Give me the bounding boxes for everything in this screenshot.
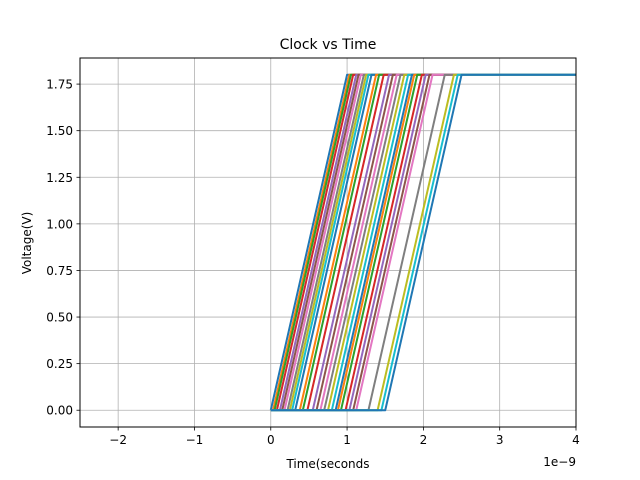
x-tick-label: 2	[420, 433, 428, 447]
y-tick-label: 0.75	[46, 264, 73, 278]
y-axis-ticks: 0.00 0.25 0.50 0.75 1.00 1.25 1.50 1.75	[46, 78, 80, 418]
series-group	[269, 73, 576, 412]
y-tick-label: 1.25	[46, 171, 73, 185]
x-tick-label: 1	[343, 433, 351, 447]
x-tick-label: 3	[496, 433, 504, 447]
x-tick-label: 0	[267, 433, 275, 447]
y-axis-label: Voltage(V)	[20, 212, 34, 275]
axes-frame	[79, 57, 577, 428]
y-tick-label: 0.00	[46, 404, 73, 418]
plot-area	[269, 73, 576, 412]
series-line	[270, 73, 576, 412]
y-tick-label: 1.50	[46, 124, 73, 138]
x-axis-label: Time(seconds	[285, 457, 369, 471]
chart-title: Clock vs Time	[280, 37, 377, 53]
y-tick-label: 1.75	[46, 78, 73, 92]
y-tick-label: 1.00	[46, 217, 73, 231]
y-tick-label: 0.50	[46, 311, 73, 325]
y-tick-label: 0.25	[46, 357, 73, 371]
x-tick-label: −1	[186, 433, 204, 447]
x-tick-label: 4	[572, 433, 580, 447]
x-axis-offset-label: 1e−9	[543, 455, 576, 469]
x-tick-label: −2	[109, 433, 127, 447]
x-axis-ticks: −2 −1 0 1 2 3 4	[109, 427, 580, 447]
